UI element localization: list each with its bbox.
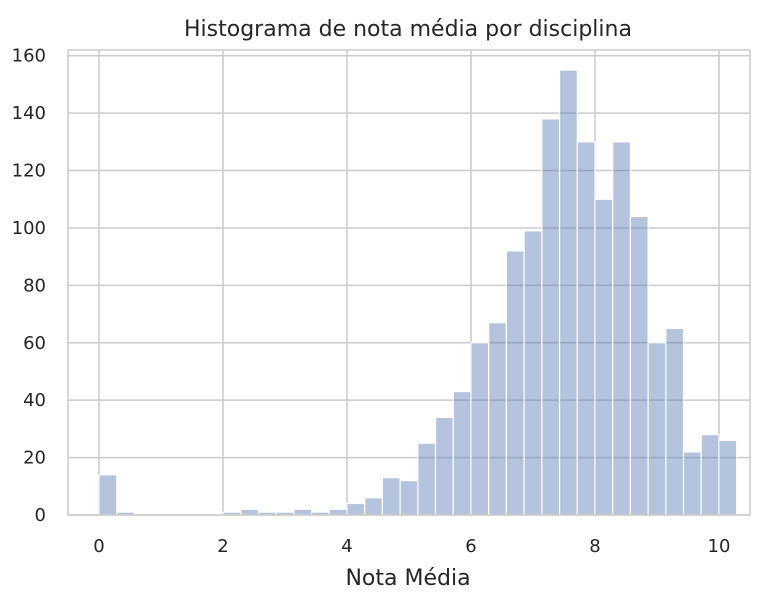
x-tick-label: 4 [341, 536, 352, 557]
histogram-bar [240, 508, 260, 516]
histogram-bar [434, 416, 454, 516]
x-tick-label: 0 [93, 536, 104, 557]
histogram-bar [417, 442, 437, 516]
x-tick-label: 6 [465, 536, 476, 557]
x-tick-label: 2 [217, 536, 228, 557]
x-tick-label: 10 [708, 536, 731, 557]
histogram-bar [505, 250, 525, 516]
histogram-bars [98, 69, 738, 516]
histogram-bar [328, 508, 348, 516]
y-tick-labels: 0 20 40 60 80 100 120 140 160 [12, 46, 46, 526]
histogram-bar [470, 342, 490, 516]
chart-title: Histograma de nota média por disciplina [184, 17, 632, 42]
y-tick-label: 60 [23, 333, 46, 354]
histogram-bar [647, 342, 667, 516]
histogram-bar [364, 497, 384, 516]
plot-frame [67, 49, 751, 516]
histogram-bar [346, 502, 366, 516]
y-tick-label: 40 [23, 390, 46, 411]
y-tick-label: 20 [23, 448, 46, 469]
histogram-bar [399, 479, 419, 516]
histogram-bar [629, 215, 649, 516]
x-axis-label: Nota Média [345, 566, 470, 591]
y-tick-label: 0 [35, 505, 46, 526]
x-tick-labels: 0 2 4 6 8 10 [93, 536, 730, 557]
histogram-bar [700, 434, 720, 516]
histogram-bar [381, 477, 401, 516]
histogram-bar [98, 474, 118, 516]
y-tick-label: 140 [12, 103, 46, 124]
histogram-bar [523, 230, 543, 516]
y-tick-label: 100 [12, 218, 46, 239]
y-tick-label: 160 [12, 46, 46, 67]
histogram-bar [293, 508, 313, 516]
x-tick-label: 8 [589, 536, 600, 557]
y-tick-label: 80 [23, 275, 46, 296]
histogram-bar [665, 327, 685, 516]
histogram-bar [541, 118, 561, 516]
histogram-bar [718, 439, 738, 516]
histogram-bar [576, 141, 596, 516]
histogram-bar [682, 451, 702, 516]
y-tick-label: 120 [12, 161, 46, 182]
histogram-bar [594, 198, 614, 516]
histogram-bar [612, 141, 632, 516]
histogram-bar [488, 322, 508, 516]
histogram-bar [452, 390, 472, 516]
histogram-bar [558, 69, 578, 516]
